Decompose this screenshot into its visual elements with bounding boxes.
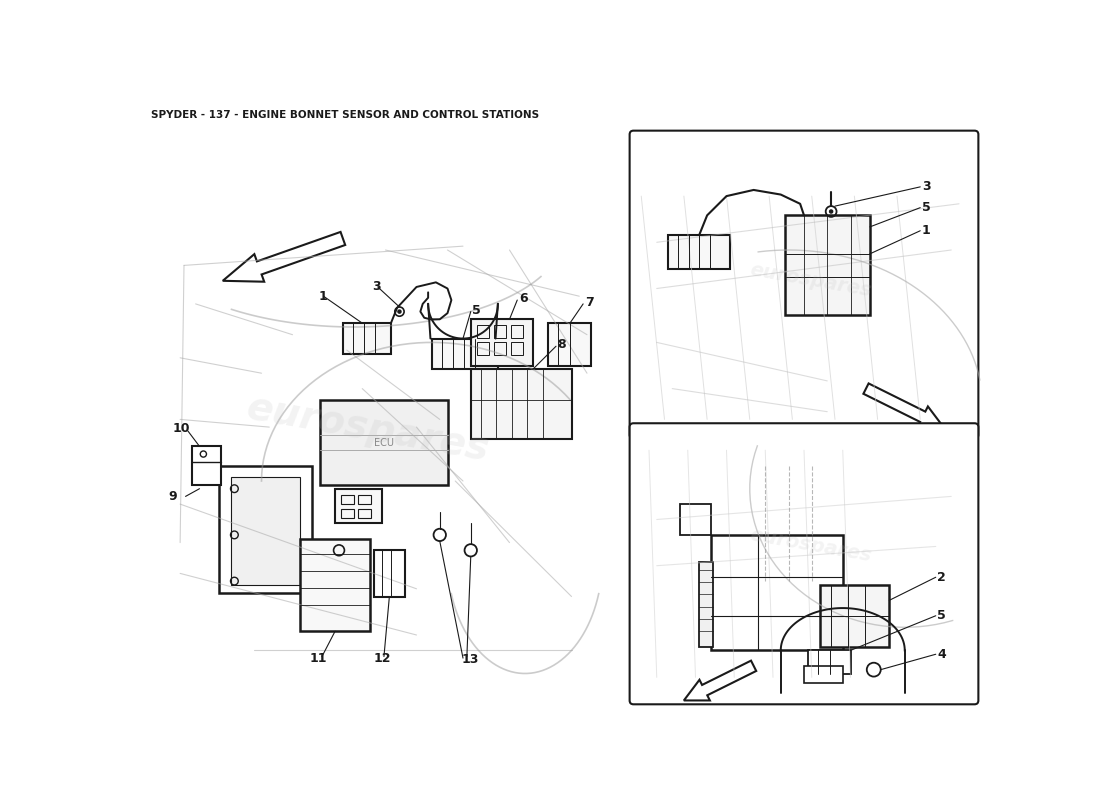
Text: 13: 13 [462,653,478,666]
Circle shape [829,210,833,213]
Bar [320,400,448,485]
Text: 3: 3 [922,180,931,194]
Text: 6: 6 [519,292,527,305]
FancyBboxPatch shape [629,130,978,438]
Bar [477,342,490,354]
Bar [512,342,524,354]
Bar [494,342,506,354]
Bar [336,489,382,523]
Bar [512,326,524,338]
Text: 5: 5 [472,303,481,317]
Text: 1: 1 [922,224,931,238]
Bar [341,509,354,518]
Text: 12: 12 [374,651,392,665]
Bar [471,370,572,438]
Text: SPYDER - 137 - ENGINE BONNET SENSOR AND CONTROL STATIONS: SPYDER - 137 - ENGINE BONNET SENSOR AND … [152,110,540,120]
Text: 9: 9 [168,490,177,503]
Bar [548,323,591,366]
Bar [300,538,370,631]
Circle shape [398,310,402,313]
Text: 1: 1 [318,290,327,302]
Bar [820,585,889,646]
Bar [494,326,506,338]
Text: 10: 10 [173,422,190,435]
FancyBboxPatch shape [629,423,978,704]
FancyArrow shape [864,383,944,427]
Bar [711,535,843,650]
Text: 7: 7 [585,296,593,309]
Text: 11: 11 [309,651,327,665]
Bar [669,234,730,270]
Bar [784,215,870,315]
Bar [432,338,498,370]
FancyArrow shape [684,661,756,701]
Text: 4: 4 [937,648,946,661]
Bar [343,323,390,354]
Bar [341,495,354,504]
Text: 8: 8 [558,338,566,351]
Bar [807,650,850,674]
Text: 3: 3 [372,281,381,294]
Bar [477,326,490,338]
Bar [680,504,711,535]
Bar [231,477,300,585]
Bar [359,509,371,518]
Bar [219,466,312,593]
Text: eurospares: eurospares [243,389,492,469]
Bar [804,666,843,682]
Bar [191,446,221,485]
Text: 5: 5 [922,201,931,214]
FancyArrow shape [222,232,345,282]
Text: 2: 2 [937,570,946,584]
Text: eurospares: eurospares [749,261,873,301]
Bar [359,495,371,504]
Bar [700,562,713,646]
Bar [374,550,405,597]
Text: 5: 5 [937,610,946,622]
Text: eurospares: eurospares [749,526,873,566]
Bar [471,319,532,366]
Text: ECU: ECU [374,438,394,447]
